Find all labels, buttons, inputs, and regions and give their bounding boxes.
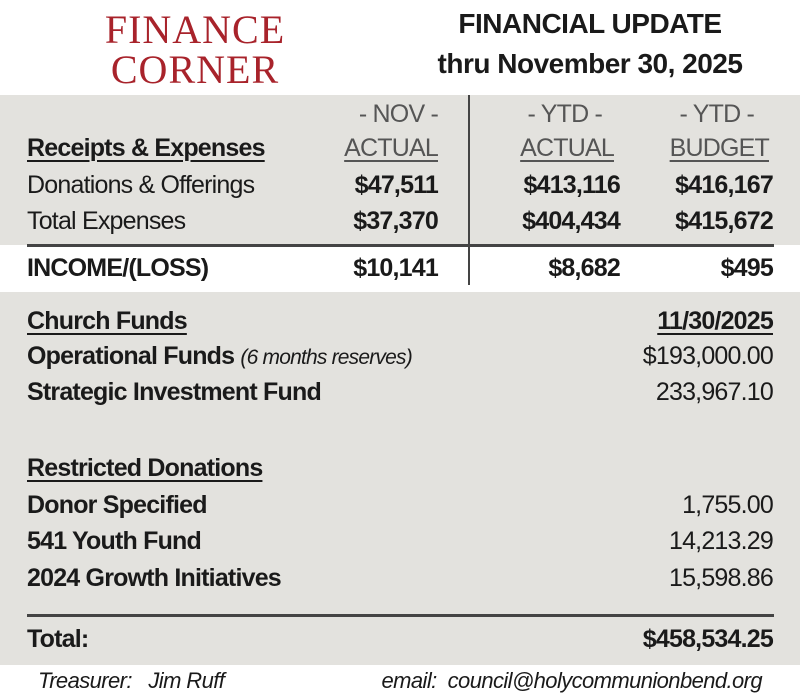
income-ytd-actual: $8,682 (548, 254, 620, 282)
logo-line1: FINANCE (104, 7, 286, 52)
col-ytd-budget-top: - YTD - (679, 100, 755, 128)
funds-date: 11/30/2025 (657, 307, 774, 335)
summary-rule (27, 244, 774, 247)
operational-funds-note: (6 months reserves) (240, 346, 412, 369)
strategic-fund-value: 233,967.10 (655, 378, 774, 406)
funds-band (0, 292, 800, 665)
col-ytd-actual-bottom: ACTUAL (520, 134, 615, 162)
summary-band (0, 95, 800, 245)
col-nov-bottom: ACTUAL (344, 134, 439, 162)
operational-funds-label: Operational Funds (6 months reserves) (27, 342, 413, 371)
income-nov: $10,141 (353, 254, 439, 282)
expenses-ytd-actual: $404,434 (522, 207, 621, 235)
donor-specified-value: 1,755.00 (682, 491, 774, 519)
page-subtitle: thru November 30, 2025 (437, 48, 743, 79)
donations-ytd-actual: $413,116 (523, 171, 621, 199)
receipts-expenses-heading: Receipts & Expenses (27, 134, 266, 162)
operational-funds-name: Operational Funds (27, 342, 235, 370)
col-ytd-actual-top: - YTD - (527, 100, 603, 128)
income-label: INCOME/(LOSS) (27, 254, 209, 282)
page-title: FINANCIAL UPDATE (458, 8, 722, 39)
strategic-fund-label: Strategic Investment Fund (27, 378, 322, 406)
youth-fund-label: 541 Youth Fund (27, 527, 202, 555)
expenses-ytd-budget: $415,672 (675, 207, 774, 235)
email-text: email: council@holycommunionbend.org (381, 668, 763, 693)
income-ytd-budget: $495 (720, 254, 774, 282)
donations-nov: $47,511 (354, 171, 439, 199)
donations-label: Donations & Offerings (27, 171, 255, 199)
donations-ytd-budget: $416,167 (675, 171, 774, 199)
col-ytd-budget-bottom: BUDGET (669, 134, 770, 162)
restricted-heading: Restricted Donations (27, 454, 263, 482)
growth-initiatives-label: 2024 Growth Initiatives (27, 564, 282, 592)
growth-initiatives-value: 15,598.86 (668, 564, 774, 592)
operational-funds-value: $193,000.00 (642, 342, 774, 370)
expenses-label: Total Expenses (27, 207, 186, 235)
total-label: Total: (27, 625, 89, 653)
total-value: $458,534.25 (642, 625, 774, 653)
donor-specified-label: Donor Specified (27, 491, 207, 519)
expenses-nov: $37,370 (353, 207, 439, 235)
logo-line2: CORNER (110, 47, 280, 92)
youth-fund-value: 14,213.29 (668, 527, 774, 555)
treasurer-text: Treasurer: Jim Ruff (38, 668, 225, 693)
church-funds-heading: Church Funds (27, 307, 188, 335)
total-rule (27, 614, 774, 617)
col-nov-top: - NOV - (358, 100, 439, 128)
column-divider (468, 95, 470, 285)
